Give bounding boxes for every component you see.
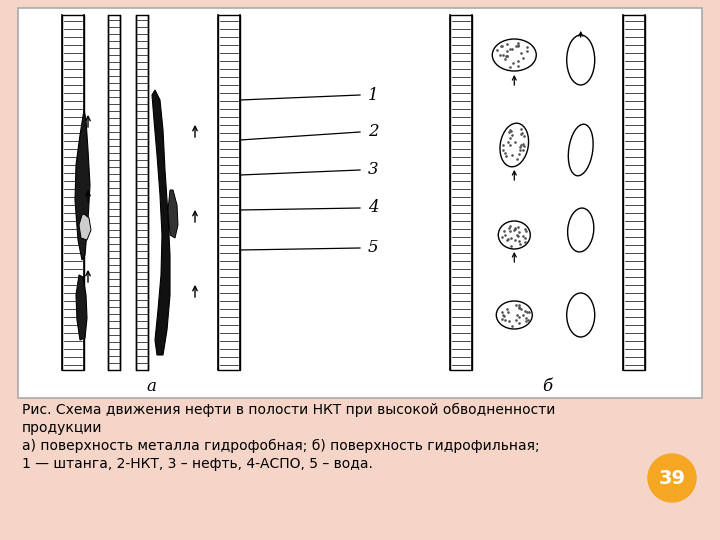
Bar bbox=[84, 15, 218, 370]
Text: 1 — штанга, 2-НКТ, 3 – нефть, 4-АСПО, 5 – вода.: 1 — штанга, 2-НКТ, 3 – нефть, 4-АСПО, 5 … bbox=[22, 457, 373, 471]
Bar bbox=[108, 15, 120, 370]
Bar bbox=[623, 15, 645, 370]
Polygon shape bbox=[79, 214, 91, 240]
Bar bbox=[472, 15, 623, 370]
Text: 39: 39 bbox=[659, 469, 685, 488]
Ellipse shape bbox=[492, 39, 536, 71]
Bar bbox=[62, 15, 84, 370]
Ellipse shape bbox=[567, 293, 595, 337]
Bar bbox=[218, 15, 240, 370]
Text: 5: 5 bbox=[368, 240, 379, 256]
Text: а) поверхность металла гидрофобная; б) поверхность гидрофильная;: а) поверхность металла гидрофобная; б) п… bbox=[22, 439, 539, 453]
Polygon shape bbox=[168, 190, 178, 238]
Polygon shape bbox=[152, 90, 170, 355]
Ellipse shape bbox=[568, 124, 593, 176]
Polygon shape bbox=[75, 110, 90, 260]
Ellipse shape bbox=[567, 35, 595, 85]
Text: 2: 2 bbox=[368, 124, 379, 140]
Bar bbox=[136, 15, 148, 370]
Bar bbox=[450, 15, 472, 370]
Ellipse shape bbox=[500, 123, 528, 167]
Text: 1: 1 bbox=[368, 86, 379, 104]
Ellipse shape bbox=[496, 301, 532, 329]
Ellipse shape bbox=[567, 208, 594, 252]
Text: Рис. Схема движения нефти в полости НКТ при высокой обводненности: Рис. Схема движения нефти в полости НКТ … bbox=[22, 403, 555, 417]
Text: 4: 4 bbox=[368, 199, 379, 217]
Text: б: б bbox=[542, 378, 552, 395]
Text: 3: 3 bbox=[368, 161, 379, 179]
Text: продукции: продукции bbox=[22, 421, 102, 435]
Text: а: а bbox=[146, 378, 156, 395]
FancyBboxPatch shape bbox=[18, 8, 702, 398]
Polygon shape bbox=[76, 275, 87, 340]
Ellipse shape bbox=[498, 221, 530, 249]
Circle shape bbox=[648, 454, 696, 502]
